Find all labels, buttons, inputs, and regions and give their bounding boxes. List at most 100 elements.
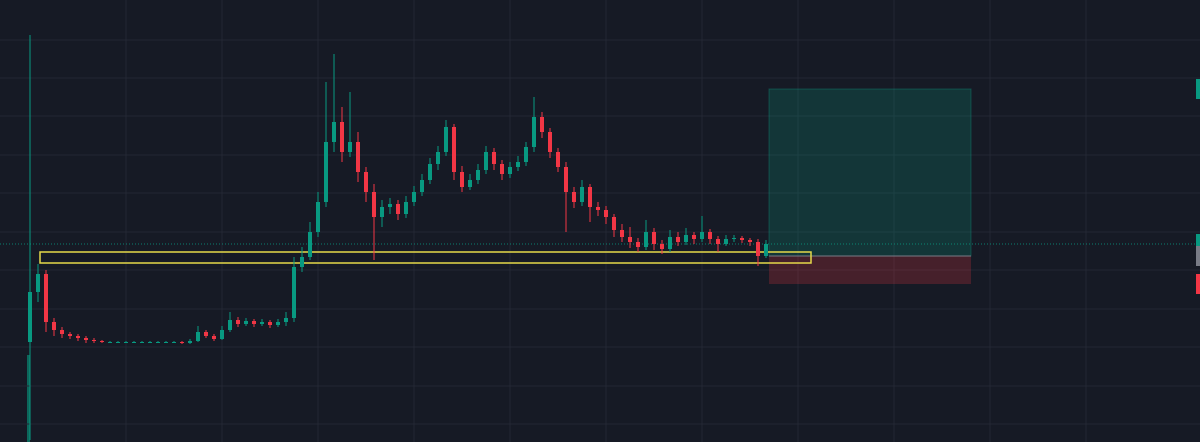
candle-body bbox=[148, 342, 152, 343]
candle-body bbox=[476, 170, 480, 180]
candle-body bbox=[572, 192, 576, 202]
candle-body bbox=[564, 167, 568, 192]
candle-body bbox=[644, 232, 648, 247]
candle-body bbox=[596, 207, 600, 210]
candle-body bbox=[92, 340, 96, 341]
zone-box bbox=[39, 251, 812, 264]
candle-body bbox=[636, 242, 640, 247]
candle-body bbox=[324, 142, 328, 202]
candle-body bbox=[140, 342, 144, 343]
candle-body bbox=[548, 132, 552, 152]
candle-body bbox=[196, 332, 200, 341]
candle-body bbox=[404, 202, 408, 214]
candle-body bbox=[388, 204, 392, 207]
candle-body bbox=[164, 342, 168, 343]
candle-body bbox=[132, 342, 136, 343]
candle-body bbox=[428, 164, 432, 180]
candle-body bbox=[364, 172, 368, 192]
candle-body bbox=[276, 322, 280, 325]
candle-body bbox=[52, 322, 56, 330]
candle-body bbox=[204, 332, 208, 336]
candle-body bbox=[516, 162, 520, 167]
candle-body bbox=[700, 232, 704, 239]
candle-body bbox=[412, 192, 416, 202]
candle-body bbox=[692, 235, 696, 239]
candle-body bbox=[620, 230, 624, 237]
candle-body bbox=[508, 167, 512, 174]
candle-body bbox=[316, 202, 320, 232]
target-zone bbox=[768, 88, 972, 257]
candle-body bbox=[268, 322, 272, 325]
candle-body bbox=[660, 244, 664, 249]
candle-body bbox=[684, 235, 688, 242]
candle-body bbox=[220, 330, 224, 339]
candle-body bbox=[44, 274, 48, 322]
candle-body bbox=[108, 342, 112, 343]
stop-zone bbox=[769, 256, 971, 284]
candle-body bbox=[284, 318, 288, 322]
candle-body bbox=[556, 152, 560, 167]
candle-body bbox=[652, 232, 656, 244]
candle-body bbox=[628, 237, 632, 242]
candle-body bbox=[460, 172, 464, 187]
price-tag bbox=[1196, 246, 1200, 266]
price-tag bbox=[1196, 274, 1200, 294]
candle-body bbox=[60, 330, 64, 334]
candle-body bbox=[260, 322, 264, 324]
candle-body bbox=[76, 336, 80, 338]
candle-body bbox=[252, 321, 256, 324]
candle-body bbox=[484, 152, 488, 170]
candle-body bbox=[308, 232, 312, 257]
candle-body bbox=[468, 180, 472, 187]
candle-body bbox=[732, 238, 736, 239]
candle-body bbox=[228, 320, 232, 330]
candle-body bbox=[300, 257, 304, 267]
candle-body bbox=[756, 242, 760, 256]
candle-body bbox=[452, 127, 456, 172]
candle-body bbox=[348, 142, 352, 152]
candle-body bbox=[292, 267, 296, 318]
candle-body bbox=[84, 338, 88, 340]
candle-body bbox=[156, 342, 160, 343]
candle-body bbox=[580, 187, 584, 202]
candle-body bbox=[588, 187, 592, 207]
candle-body bbox=[500, 164, 504, 174]
candle-body bbox=[604, 210, 608, 217]
candle-body bbox=[740, 238, 744, 240]
candle-body bbox=[236, 320, 240, 324]
candle-body bbox=[676, 237, 680, 242]
candle-body bbox=[372, 192, 376, 217]
candle-body bbox=[100, 341, 104, 342]
candle-body bbox=[492, 152, 496, 164]
candle-body bbox=[36, 274, 40, 292]
candle-body bbox=[212, 336, 216, 339]
price-tag bbox=[1196, 234, 1200, 254]
candle-body bbox=[188, 341, 192, 343]
candle-body bbox=[68, 334, 72, 336]
candle-body bbox=[380, 207, 384, 217]
candle-body bbox=[764, 244, 768, 256]
candle-body bbox=[524, 147, 528, 162]
candle-body bbox=[340, 122, 344, 152]
price-tag bbox=[1196, 79, 1200, 99]
candle-body bbox=[540, 117, 544, 132]
candle-body bbox=[124, 342, 128, 343]
candle-body bbox=[180, 342, 184, 343]
candle-body bbox=[172, 342, 176, 343]
volume-bar bbox=[27, 355, 30, 442]
candle-body bbox=[668, 237, 672, 249]
candle-body bbox=[436, 152, 440, 164]
candle-body bbox=[396, 204, 400, 214]
candle-body bbox=[332, 122, 336, 142]
candle-body bbox=[724, 239, 728, 244]
candle-body bbox=[748, 240, 752, 242]
candle-body bbox=[28, 292, 32, 342]
candle-body bbox=[420, 180, 424, 192]
candle-body bbox=[356, 142, 360, 172]
candle-body bbox=[244, 321, 248, 324]
candle-body bbox=[444, 127, 448, 152]
candle-body bbox=[116, 342, 120, 343]
candle-body bbox=[612, 217, 616, 230]
